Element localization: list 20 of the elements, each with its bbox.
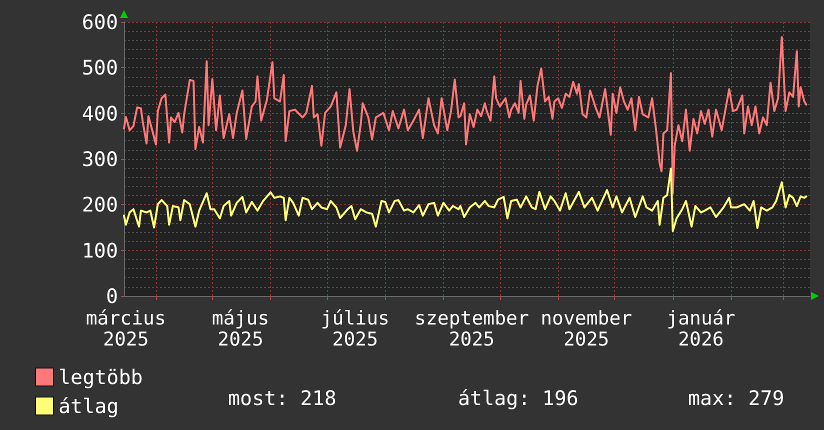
x-tick-label: szeptember 2025 bbox=[414, 308, 529, 350]
y-tick-label: 0 bbox=[106, 284, 118, 308]
x-tick-label: november 2025 bbox=[540, 308, 632, 350]
legend-label: legtöbb bbox=[58, 365, 143, 389]
line-series bbox=[123, 36, 808, 194]
x-tick-label: július 2025 bbox=[320, 308, 390, 350]
y-tick-label: 500 bbox=[82, 56, 118, 80]
y-tick-label: 600 bbox=[82, 10, 118, 34]
x-tick-label: január 2026 bbox=[666, 308, 736, 350]
x-tick-label: március 2025 bbox=[86, 308, 166, 350]
text: átlag: 196 bbox=[458, 386, 578, 410]
text: most: 218 bbox=[228, 386, 336, 410]
y-tick-label: 100 bbox=[82, 238, 118, 262]
y-tick-label: 200 bbox=[82, 192, 118, 217]
text: max: 279 bbox=[688, 386, 784, 410]
y-tick-label: 300 bbox=[82, 147, 118, 171]
x-tick-label: május 2025 bbox=[212, 308, 270, 350]
y-tick-label: 400 bbox=[82, 101, 118, 126]
legend-label: átlag bbox=[58, 394, 119, 418]
line-series bbox=[123, 168, 808, 232]
